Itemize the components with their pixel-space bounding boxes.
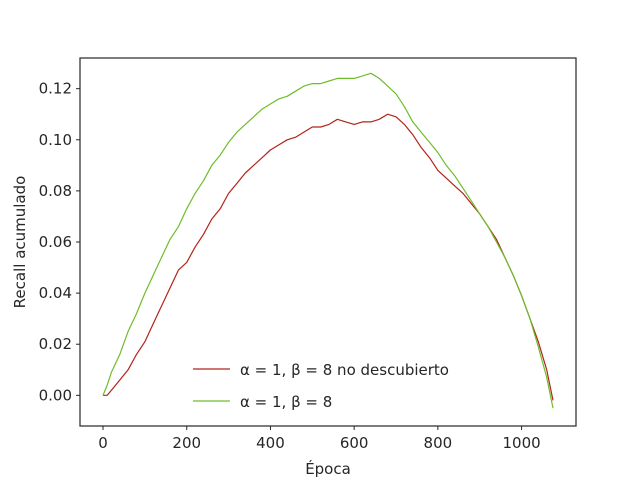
x-axis-label: Época xyxy=(305,459,351,478)
y-tick-label: 0.08 xyxy=(39,182,72,200)
y-axis-label: Recall acumulado xyxy=(11,176,29,309)
x-tick-label: 800 xyxy=(424,434,453,452)
legend-label-2: α = 1, β = 8 xyxy=(240,393,332,411)
x-tick-label: 200 xyxy=(172,434,201,452)
series-line-2 xyxy=(102,72,554,409)
x-tick-label: 400 xyxy=(256,434,285,452)
x-tick-label: 0 xyxy=(98,434,108,452)
plot-lines xyxy=(102,72,554,409)
legend: α = 1, β = 8 no descubierto α = 1, β = 8 xyxy=(193,361,449,411)
y-tick-label: 0.04 xyxy=(39,284,72,302)
y-tick-label: 0.12 xyxy=(39,80,72,98)
x-tick-label: 1000 xyxy=(502,434,540,452)
legend-label-1: α = 1, β = 8 no descubierto xyxy=(240,361,449,379)
y-tick-label: 0.00 xyxy=(39,386,72,404)
y-tick-label: 0.02 xyxy=(39,335,72,353)
x-axis-ticks: 0 200 400 600 800 1000 xyxy=(98,426,541,452)
y-axis-ticks: 0.00 0.02 0.04 0.06 0.08 0.10 0.12 xyxy=(39,80,80,404)
y-tick-label: 0.06 xyxy=(39,233,72,251)
series-line-1 xyxy=(103,113,554,401)
y-tick-label: 0.10 xyxy=(39,131,72,149)
x-tick-label: 600 xyxy=(340,434,369,452)
